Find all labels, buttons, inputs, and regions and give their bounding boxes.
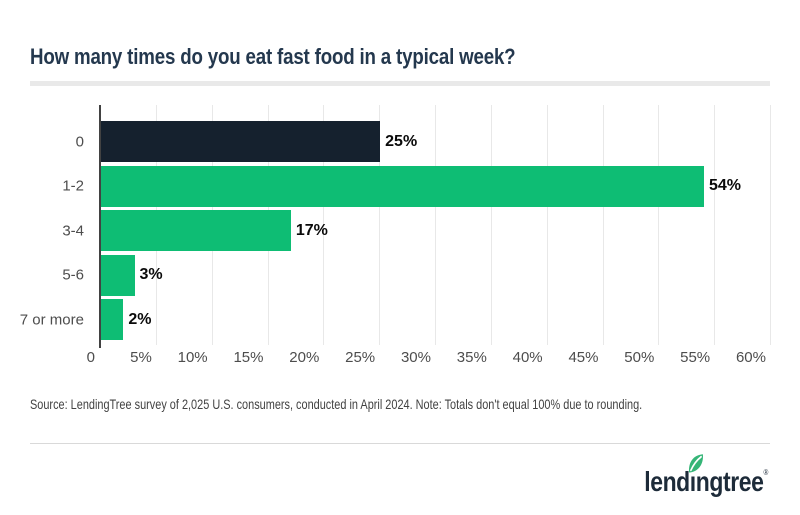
x-axis-tick-label: 20% — [289, 349, 320, 366]
bar — [101, 165, 704, 207]
page-title: How many times do you eat fast food in a… — [30, 44, 516, 69]
logo-text-post: ngtree — [695, 466, 764, 497]
bar-value-label: 54% — [709, 177, 742, 194]
x-axis-tick-label: 45% — [568, 349, 599, 366]
y-axis-label: 7 or more — [19, 311, 84, 328]
bar-value-label: 25% — [385, 132, 418, 150]
y-axis-labels: 0 1-2 3-4 5-6 7 or more — [20, 105, 94, 345]
bar-value-label: 17% — [295, 221, 328, 239]
x-axis-tick-label: 60% — [735, 349, 766, 366]
x-axis-tick-label: 0 — [86, 349, 95, 366]
y-axis-line — [99, 105, 101, 348]
gridline — [379, 105, 381, 345]
registered-trademark: ® — [763, 468, 768, 477]
x-axis-tick-label: 15% — [233, 349, 264, 366]
y-axis-label: 1-2 — [62, 177, 84, 195]
gridline — [435, 105, 436, 345]
bar — [101, 254, 135, 296]
x-axis-tick-label: 55% — [680, 349, 711, 366]
x-axis-tick-label: 30% — [400, 349, 431, 366]
footer-divider — [30, 443, 770, 444]
x-axis-tick-label: 10% — [177, 349, 208, 366]
x-axis-tick-label: 40% — [512, 349, 543, 366]
lendingtree-logo: lend ıngtree® — [643, 454, 768, 497]
gridline — [714, 105, 716, 345]
x-axis-tick-label: 25% — [345, 349, 376, 366]
gridline — [546, 105, 548, 345]
title-divider — [30, 81, 770, 86]
x-axis-tick-label: 35% — [456, 349, 487, 366]
y-axis-label: 0 — [75, 133, 84, 150]
y-axis-label: 5-6 — [62, 266, 84, 284]
bar-value-label: 3% — [139, 266, 163, 283]
gridline — [490, 105, 492, 345]
x-axis-tick-label: 50% — [624, 349, 655, 366]
bar-value-label: 2% — [128, 310, 152, 328]
source-note: Source: LendingTree survey of 2,025 U.S.… — [30, 396, 643, 412]
bar — [101, 121, 381, 162]
bar — [101, 299, 124, 340]
gridline — [770, 105, 771, 345]
gridline — [323, 105, 325, 345]
x-axis-tick-label: 5% — [130, 349, 152, 366]
y-axis-label: 3-4 — [62, 222, 84, 239]
leaf-icon — [688, 454, 703, 473]
bar — [101, 210, 291, 251]
logo-text-pre: lend — [643, 466, 690, 497]
gridline — [658, 105, 660, 345]
gridline — [602, 105, 604, 345]
logo-letter-i: ı — [688, 454, 703, 496]
bar-chart: 0 1-2 3-4 5-6 7 or more 0 5% 10% 15% 20% 25% 30% 35… — [20, 105, 771, 375]
plot-area: 0 5% 10% 15% 20% 25% 30% 35% 40% 45% 50% 55% 60% 25% 5… — [87, 105, 771, 375]
